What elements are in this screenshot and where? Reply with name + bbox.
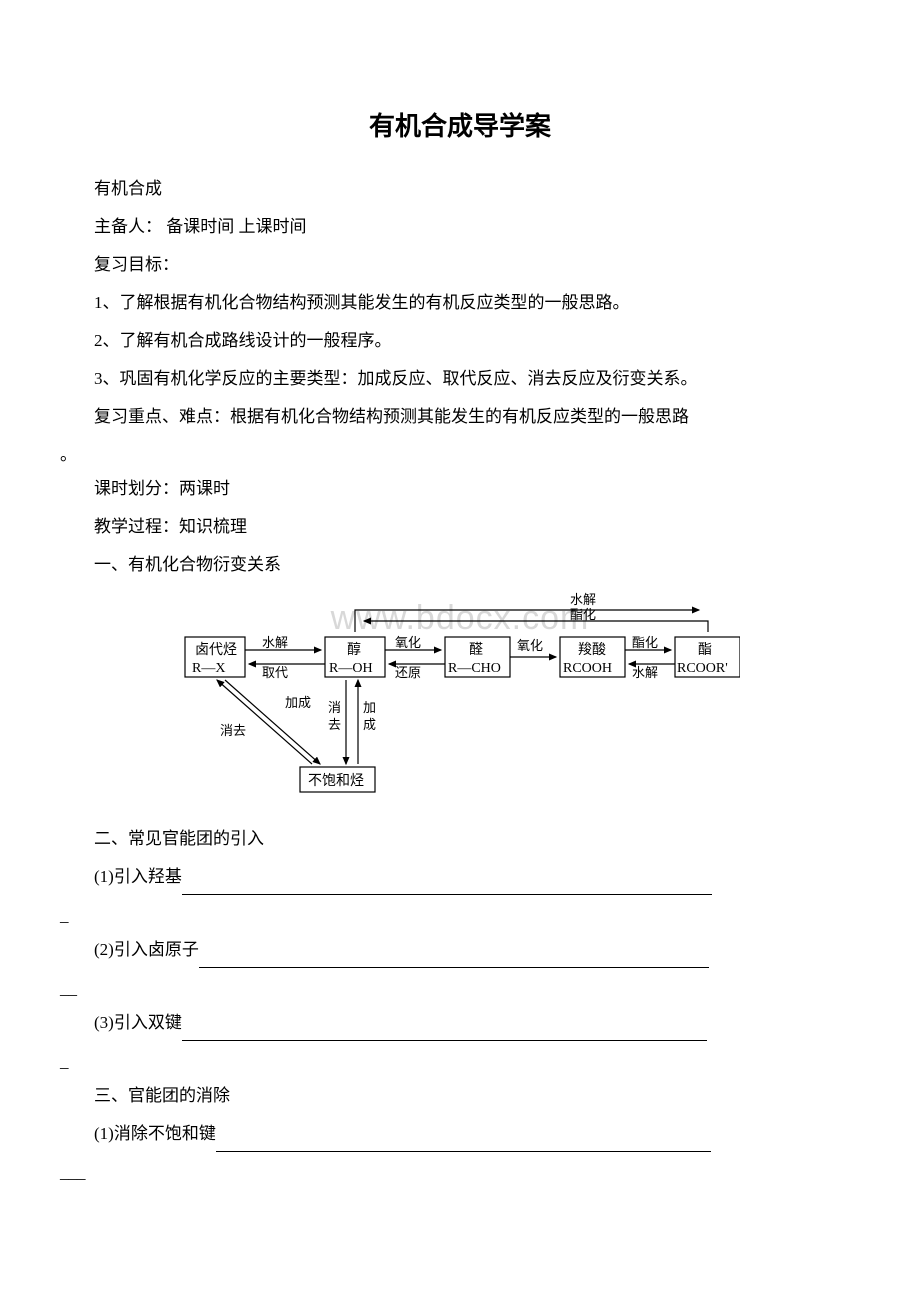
label-hydrolysis-top: 水解: [570, 592, 596, 607]
box-unsaturated: 不饱和烃: [308, 773, 364, 789]
line-7: 复习重点、难点：根据有机化合物结构预测其能发生的有机反应类型的一般思路: [60, 400, 860, 434]
box-alcohol-top: 醇: [347, 641, 361, 658]
blank-3-prefix: (3)引入双键: [94, 1013, 182, 1032]
line-1: 有机合成: [60, 172, 860, 206]
line-11: 二、常见官能团的引入: [60, 822, 860, 856]
blank-2-prefix: (2)引入卤原子: [94, 940, 199, 959]
box-halide-top: 卤代烃: [195, 642, 237, 658]
blank-c1b: ___: [60, 1156, 860, 1190]
blank-c1: (1)消除不饱和键: [60, 1117, 860, 1152]
box-aldehyde-bottom: R—CHO: [448, 661, 501, 676]
blank-1: (1)引入羟基: [60, 860, 860, 895]
line-12: 三、官能团的消除: [60, 1079, 860, 1113]
label-esterification: 酯化: [632, 635, 658, 650]
box-ester-top: 酯: [698, 642, 712, 658]
line-3: 复习目标：: [60, 248, 860, 282]
blank-1-prefix: (1)引入羟基: [94, 867, 182, 886]
blank-2: (2)引入卤原子: [60, 933, 860, 968]
blank-3b: _: [60, 1045, 860, 1079]
line-5: 2、了解有机合成路线设计的一般程序。: [60, 324, 860, 358]
reaction-flowchart: www.bdocx.com 水解 酯化 卤代烃 R—X 醇 R—OH 醛 R—C…: [180, 592, 740, 802]
box-acid-top: 羧酸: [578, 642, 606, 658]
blank-3: (3)引入双键: [60, 1006, 860, 1041]
line-6: 3、巩固有机化学反应的主要类型：加成反应、取代反应、消去反应及衍变关系。: [60, 362, 860, 396]
line-9: 教学过程：知识梳理: [60, 510, 860, 544]
blank-2b: __: [60, 972, 860, 1006]
box-alcohol-bottom: R—OH: [329, 661, 373, 676]
label-hydrolysis-bottom: 水解: [632, 665, 658, 680]
blank-c1-prefix: (1)消除不饱和键: [94, 1124, 216, 1143]
label-oxidation-2: 氧化: [517, 638, 543, 653]
line-10: 一、有机化合物衍变关系: [60, 548, 860, 582]
label-reduction-1: 还原: [395, 665, 421, 680]
label-oxidation-1: 氧化: [395, 635, 421, 650]
line-8: 课时划分：两课时: [60, 472, 860, 506]
blank-1b: _: [60, 899, 860, 933]
label-hyd-sub-bot: 取代: [262, 665, 288, 680]
label-elim-2b: 去: [328, 717, 341, 732]
label-addition-1: 加成: [285, 695, 311, 710]
box-acid-bottom: RCOOH: [563, 661, 612, 676]
line-7b: 。: [60, 438, 860, 472]
label-elimination-1: 消去: [220, 723, 246, 738]
label-hyd-sub-top: 水解: [262, 635, 288, 650]
line-4: 1、了解根据有机化合物结构预测其能发生的有机反应类型的一般思路。: [60, 286, 860, 320]
box-halide-bottom: R—X: [192, 661, 225, 676]
label-add-2a: 加: [363, 700, 376, 715]
box-ester-bottom: RCOOR': [677, 661, 728, 676]
page-title: 有机合成导学案: [60, 100, 860, 152]
label-elim-2a: 消: [328, 700, 341, 715]
label-esterification-top: 酯化: [570, 607, 596, 622]
label-add-2b: 成: [363, 717, 376, 732]
line-2: 主备人： 备课时间 上课时间: [60, 210, 860, 244]
box-aldehyde-top: 醛: [469, 642, 483, 658]
